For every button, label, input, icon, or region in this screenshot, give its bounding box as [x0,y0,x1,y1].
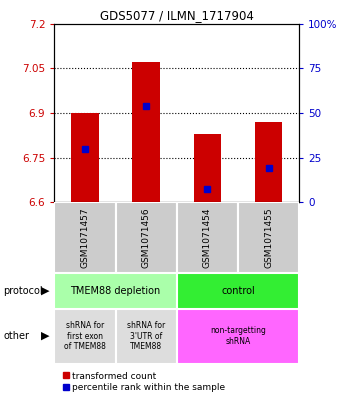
Text: other: other [3,331,29,341]
Bar [71,113,99,202]
Bar [54,273,177,309]
Text: shRNA for
3'UTR of
TMEM88: shRNA for 3'UTR of TMEM88 [127,321,165,351]
Text: GSM1071455: GSM1071455 [264,208,273,268]
Text: GSM1071454: GSM1071454 [203,208,212,268]
Text: GSM1071457: GSM1071457 [81,208,89,268]
Legend: transformed count, percentile rank within the sample: transformed count, percentile rank withi… [59,368,229,393]
Bar [177,202,238,273]
Bar [54,202,116,273]
Text: TMEM88 depletion: TMEM88 depletion [70,286,161,296]
Bar [177,273,299,309]
Bar [54,309,116,364]
Text: ▶: ▶ [41,286,49,296]
Bar [194,134,221,202]
Bar [116,202,177,273]
Bar [177,309,299,364]
Text: shRNA for
first exon
of TMEM88: shRNA for first exon of TMEM88 [64,321,106,351]
Title: GDS5077 / ILMN_1717904: GDS5077 / ILMN_1717904 [100,9,254,22]
Text: ▶: ▶ [41,331,49,341]
Text: non-targetting
shRNA: non-targetting shRNA [210,326,266,346]
Text: protocol: protocol [3,286,43,296]
Text: control: control [221,286,255,296]
Bar [255,122,282,202]
Bar [116,309,177,364]
Text: GSM1071456: GSM1071456 [142,208,151,268]
Bar [133,62,160,202]
Bar [238,202,299,273]
